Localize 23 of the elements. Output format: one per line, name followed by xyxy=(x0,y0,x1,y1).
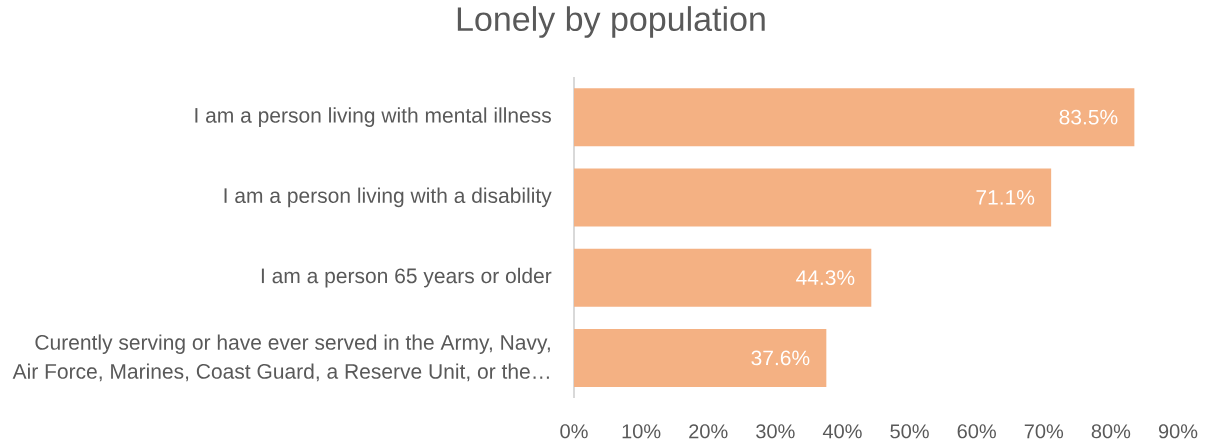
x-tick-label: 10% xyxy=(622,424,661,439)
y-tick-label: Curently serving or have ever served in the Army, Navy, Air Force, Marines, Coast Guard, a Reserve Unit, or the… xyxy=(12,334,550,382)
data-label: 44.3% xyxy=(796,270,855,286)
chart-title: Lonely by population xyxy=(457,6,765,38)
x-tick-label: 60% xyxy=(957,424,996,439)
x-tick-label: 90% xyxy=(1158,424,1198,439)
x-tick-label: 40% xyxy=(822,424,862,439)
data-label: 83.5% xyxy=(1059,109,1118,125)
bar xyxy=(574,328,827,387)
bar xyxy=(574,168,1052,227)
x-tick-label: 20% xyxy=(689,424,728,439)
y-tick-label: I am a person 65 years or older xyxy=(261,267,552,288)
data-label: 71.1% xyxy=(976,190,1035,205)
x-tick-label: 30% xyxy=(756,424,795,439)
bar xyxy=(574,88,1135,147)
x-tick-label: 50% xyxy=(890,424,929,439)
y-tick-label: I am a person living with mental illness xyxy=(195,107,551,127)
x-tick-label: 0% xyxy=(560,424,588,439)
x-tick-label: 80% xyxy=(1091,424,1131,439)
data-label: 37.6% xyxy=(751,350,810,366)
x-tick-label: 70% xyxy=(1024,424,1064,439)
bar xyxy=(574,248,872,307)
y-tick-label: I am a person living with a disability xyxy=(224,187,552,208)
